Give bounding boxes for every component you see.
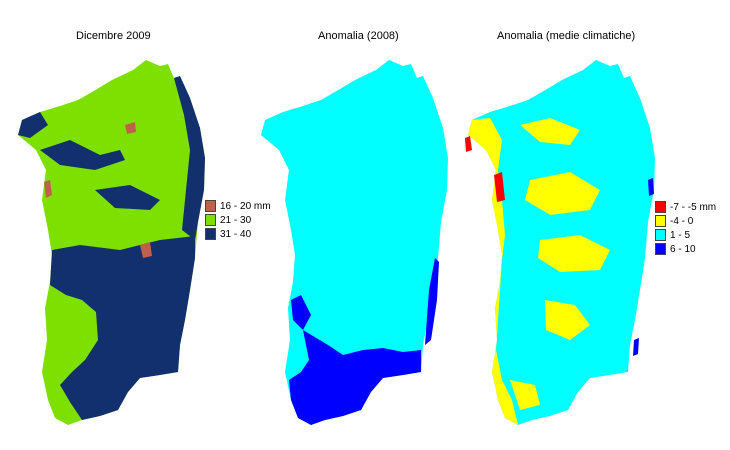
map-title-december-2009: Dicembre 2009 xyxy=(76,30,151,42)
legend-swatch-1-5 xyxy=(655,229,666,241)
region-positive-anomaly-south xyxy=(289,330,421,425)
legend-swatch-16-20 xyxy=(205,200,216,212)
legend-item: 21 - 30 xyxy=(205,213,271,227)
region-neg4-0-southwest xyxy=(510,380,540,410)
map-title-anomaly-climate-means: Anomalia (medie climatiche) xyxy=(497,30,636,42)
region-positive-anomaly-southeast xyxy=(425,258,439,345)
region-neg4-0-south xyxy=(545,300,590,340)
legend-label: -4 - 0 xyxy=(670,215,694,227)
region-6-10-east xyxy=(648,178,654,196)
region-31-40-central xyxy=(95,185,160,210)
region-31-40-south xyxy=(50,236,195,420)
legend-item: -7 - -5 mm xyxy=(655,200,716,214)
legend-label: 21 - 30 xyxy=(220,214,252,226)
region-16-20-west xyxy=(44,180,52,198)
legend-item: 31 - 40 xyxy=(205,227,271,241)
legend-label: 16 - 20 mm xyxy=(220,200,271,212)
map-december-2009 xyxy=(18,60,205,425)
map-anomaly-climate-means xyxy=(465,60,655,425)
region-neg4-0-middle xyxy=(538,235,610,272)
legend-anomaly-climate-means: -7 - -5 mm -4 - 0 1 - 5 6 - 10 xyxy=(655,200,716,256)
legend-swatch-neg4-0 xyxy=(655,215,666,227)
region-31-40-north xyxy=(40,140,125,170)
map-anomaly-2008 xyxy=(261,60,448,425)
legend-label: 31 - 40 xyxy=(220,228,252,240)
region-neg7-neg5-northwest xyxy=(465,136,472,152)
legend-item: 16 - 20 mm xyxy=(205,199,271,213)
region-neg4-0-north xyxy=(520,118,580,145)
legend-item: -4 - 0 xyxy=(655,214,716,228)
legend-swatch-31-40 xyxy=(205,228,216,240)
legend-item: 6 - 10 xyxy=(655,242,716,256)
map-title-anomaly-2008: Anomalia (2008) xyxy=(318,30,399,42)
region-16-20-north xyxy=(125,122,136,134)
region-6-10-southeast xyxy=(633,338,639,356)
legend-swatch-neg7-neg5 xyxy=(655,201,666,213)
region-16-20-center xyxy=(140,242,152,258)
region-neg7-neg5-west xyxy=(494,172,505,202)
legend-swatch-21-30 xyxy=(205,214,216,226)
region-neg4-0-center xyxy=(525,172,600,215)
legend-label: 1 - 5 xyxy=(670,229,691,241)
legend-label: 6 - 10 xyxy=(670,243,696,255)
legend-swatch-6-10 xyxy=(655,243,666,255)
legend-item: 1 - 5 xyxy=(655,228,716,242)
region-positive-anomaly-southwest xyxy=(291,295,311,330)
region-31-40-east-coast xyxy=(174,76,205,240)
legend-december-2009: 16 - 20 mm 21 - 30 31 - 40 xyxy=(205,199,271,241)
legend-label: -7 - -5 mm xyxy=(670,201,717,213)
region-31-40-nw-coast xyxy=(18,112,48,138)
